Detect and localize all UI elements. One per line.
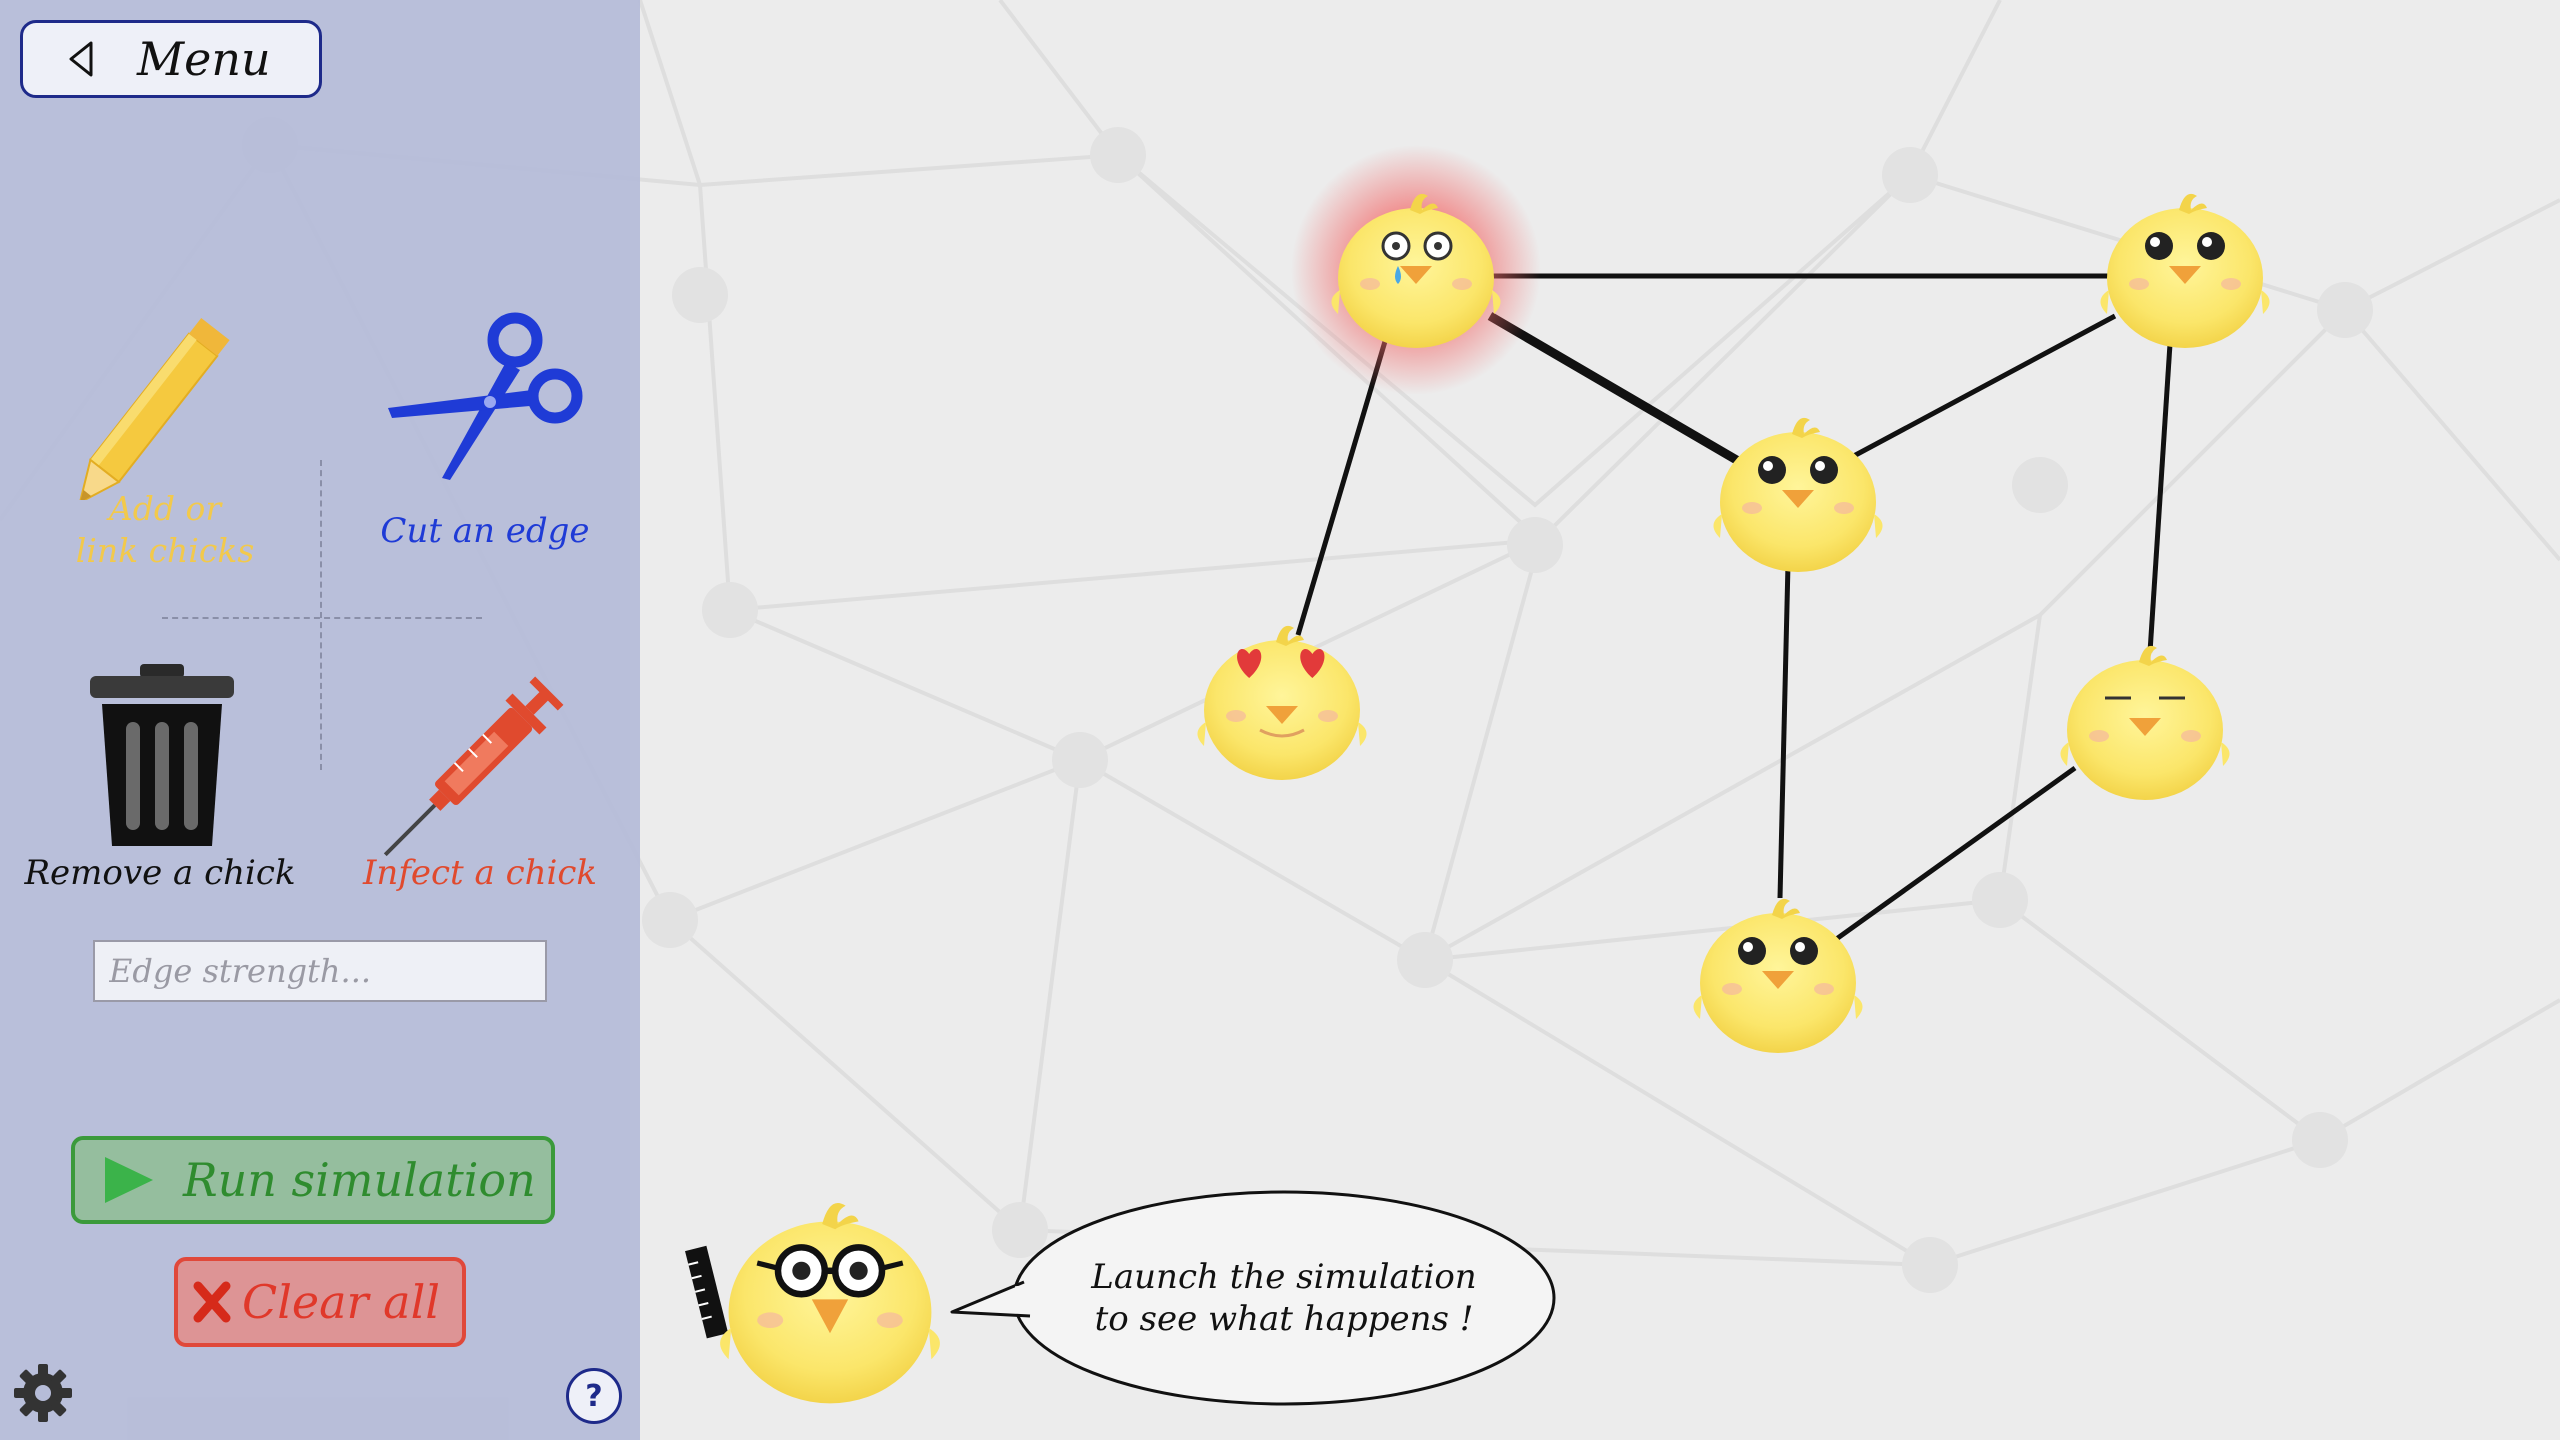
trash-icon [90, 664, 234, 846]
cut-edge-label: Cut an edge [380, 511, 590, 551]
chick-node[interactable] [2100, 193, 2270, 348]
chick-node[interactable] [1713, 417, 1883, 572]
run-simulation-label: Run simulation [183, 1153, 536, 1207]
edge-strength-input[interactable] [93, 940, 547, 1002]
add-link-label: Add or link chicks [75, 489, 255, 570]
scissors-icon [388, 312, 583, 480]
add-link-tool[interactable]: Add or link chicks [60, 300, 270, 580]
speech-bubble [950, 1190, 1556, 1406]
remove-chick-label: Remove a chick [24, 853, 296, 893]
menu-label: Menu [137, 32, 271, 86]
professor-chick-icon [685, 1203, 940, 1404]
graph-edge[interactable] [1848, 313, 2117, 461]
play-icon [105, 1157, 153, 1203]
remove-chick-tool[interactable]: Remove a chick [20, 660, 300, 900]
clear-all-button[interactable]: Clear all [174, 1257, 466, 1347]
graph-edge[interactable] [2147, 343, 2173, 653]
chick-node-infected[interactable] [1291, 145, 1541, 395]
pencil-icon [78, 317, 230, 500]
run-simulation-button[interactable]: Run simulation [71, 1136, 555, 1224]
sidebar: Menu Add or link chicks Cut an edge [0, 0, 640, 1440]
clear-all-label: Clear all [242, 1275, 441, 1329]
back-triangle-icon [69, 41, 93, 77]
cross-icon [193, 1281, 231, 1323]
graph-edge[interactable] [1777, 563, 1791, 899]
tool-divider-horizontal [162, 617, 482, 619]
chick-node[interactable] [1197, 625, 1367, 780]
gear-icon[interactable] [12, 1362, 74, 1424]
menu-button[interactable]: Menu [20, 20, 322, 98]
tool-divider-vertical [320, 460, 322, 770]
syringe-icon [383, 676, 564, 857]
chick-node[interactable] [2060, 645, 2230, 800]
help-button[interactable]: ? [566, 1368, 622, 1424]
graph-edge[interactable] [1295, 337, 1389, 636]
speech-bubble-text: Launch the simulation to see what happen… [1091, 1257, 1477, 1339]
graph-edge[interactable] [1833, 765, 2077, 943]
cut-edge-tool[interactable]: Cut an edge [370, 310, 600, 560]
infect-chick-label: Infect a chick [362, 853, 598, 893]
infect-chick-tool[interactable]: Infect a chick [350, 660, 610, 900]
graph-edge[interactable] [1487, 312, 1743, 466]
chick-node[interactable] [1693, 898, 1863, 1053]
